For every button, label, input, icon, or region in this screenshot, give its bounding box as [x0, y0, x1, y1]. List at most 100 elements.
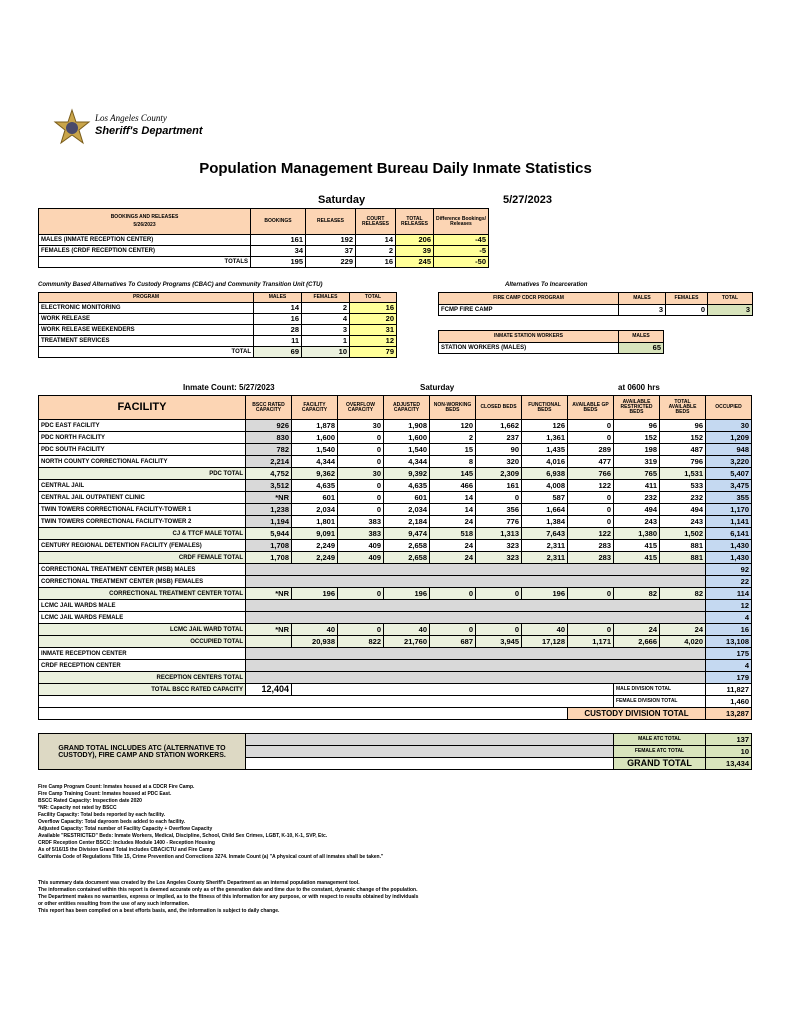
row: CORRECTIONAL TREATMENT CENTER (MSB) MALE… [38, 563, 752, 576]
value-cell: 0 [475, 587, 522, 600]
row: PDC NORTH FACILITY 830 1,600 0 1,600 2 237 1,36… [38, 431, 752, 444]
value-cell: 0 [567, 431, 614, 444]
value-cell: 0 [337, 623, 384, 636]
value-cell: 0 [475, 623, 522, 636]
label-cell: ELECTRONIC MONITORING [38, 302, 254, 314]
header-date: 5/26/2023 [133, 222, 156, 228]
row: TOTAL 69 10 79 [38, 346, 397, 358]
value-cell: 466 [429, 479, 476, 492]
value-cell: 487 [659, 443, 706, 456]
value-cell: 0 [337, 479, 384, 492]
value-cell: 145 [429, 467, 476, 480]
value-cell: 1,238 [245, 503, 292, 516]
value-cell: 30 [337, 419, 384, 432]
value-cell: 415 [613, 551, 660, 564]
badge-logo [53, 108, 91, 145]
header-row: PROGRAM MALES FEMALES TOTAL [38, 292, 397, 303]
value-cell: 0 [429, 623, 476, 636]
occupied-cell: 179 [705, 671, 752, 684]
header-cell: ADJUSTED CAPACITY [383, 395, 430, 420]
value-cell: 0 [567, 623, 614, 636]
value-cell: 881 [659, 551, 706, 564]
value-cell: 30 [337, 467, 384, 480]
facility-name: TWIN TOWERS CORRECTIONAL FACILITY-TOWER … [38, 515, 246, 528]
label-cell: STATION WORKERS (MALES) [438, 342, 619, 354]
facility-name: PDC NORTH FACILITY [38, 431, 246, 444]
value-cell: 4,635 [383, 479, 430, 492]
value-cell: 494 [613, 503, 660, 516]
value-cell: 40 [291, 623, 338, 636]
header-cell: FIRE CAMP CDCR PROGRAM [438, 292, 619, 305]
blank-cell [245, 599, 706, 612]
occupied-cell: 13,108 [705, 635, 752, 648]
value-cell: 232 [613, 491, 660, 504]
value-cell: 195 [250, 256, 306, 268]
row: TOTALS 195 229 16 245 -50 [38, 256, 489, 268]
value-cell: 65 [618, 342, 664, 354]
value-cell: *NR [245, 491, 292, 504]
value-cell: -50 [433, 256, 489, 268]
occupied-cell: 92 [705, 563, 752, 576]
value-cell: 601 [291, 491, 338, 504]
value-cell: 14 [429, 491, 476, 504]
value-cell: 2,034 [291, 503, 338, 516]
value-cell: 323 [475, 551, 522, 564]
value-cell: 0 [337, 443, 384, 456]
occupied-cell: 3,220 [705, 455, 752, 468]
grand-label: MALE ATC TOTAL [613, 733, 706, 746]
value-cell: 122 [567, 527, 614, 540]
row: PDC TOTAL 4,752 9,362 30 9,392 145 2,309 6,938 7… [38, 467, 752, 480]
label-cell: TOTALS [38, 256, 251, 268]
blank-cell [38, 695, 614, 708]
value-cell: 0 [567, 491, 614, 504]
text-line: This summary data document was created b… [38, 880, 360, 886]
value-cell: 289 [567, 443, 614, 456]
occupied-cell: 1,141 [705, 515, 752, 528]
facility-name: CENTRAL JAIL OUTPATIENT CLINIC [38, 491, 246, 504]
row: FCMP FIRE CAMP 3 0 3 [438, 304, 753, 316]
alternatives-title: Alternatives To Incarceration [505, 282, 588, 288]
blank-cell [245, 757, 614, 770]
row: CRDF RECEPTION CENTER 4 [38, 659, 752, 672]
header-cell: FACILITY [38, 395, 246, 420]
label-cell: TREATMENT SERVICES [38, 335, 254, 347]
value-cell: 0 [429, 587, 476, 600]
header-cell: TOTAL AVAILABLE BEDS [659, 395, 706, 420]
facility-name: TWIN TOWERS CORRECTIONAL FACILITY-TOWER … [38, 503, 246, 516]
value-cell: 1,384 [521, 515, 568, 528]
row: TWIN TOWERS CORRECTIONAL FACILITY-TOWER … [38, 503, 752, 516]
row: INMATE RECEPTION CENTER 175 [38, 647, 752, 660]
value-cell: 1,540 [383, 443, 430, 456]
value-cell: 796 [659, 455, 706, 468]
occupied-cell: 355 [705, 491, 752, 504]
value-cell: 7,643 [521, 527, 568, 540]
value-cell: 776 [475, 515, 522, 528]
blank-cell [245, 659, 706, 672]
value-cell: 0 [475, 491, 522, 504]
value-cell: 9,474 [383, 527, 430, 540]
value-cell: 40 [383, 623, 430, 636]
value-cell: 1,540 [291, 443, 338, 456]
value-cell: 2,309 [475, 467, 522, 480]
value-cell: 409 [337, 539, 384, 552]
header-cell: FEMALES [665, 292, 708, 305]
value-cell: 15 [429, 443, 476, 456]
value-cell: 196 [383, 587, 430, 600]
value-cell: 2,311 [521, 539, 568, 552]
occupied-cell: 30 [705, 419, 752, 432]
value-cell: 1,801 [291, 515, 338, 528]
value-cell: 9,392 [383, 467, 430, 480]
value-cell: 24 [429, 539, 476, 552]
value-cell: 2,214 [245, 455, 292, 468]
value-cell: 4 [301, 313, 350, 325]
row: PDC EAST FACILITY 926 1,878 30 1,908 120 1,662… [38, 419, 752, 432]
value-cell: 152 [659, 431, 706, 444]
header-cell: BOOKINGS AND RELEASES 5/26/2023 [38, 208, 251, 235]
value-cell: 1,380 [613, 527, 660, 540]
occupied-cell: 114 [705, 587, 752, 600]
header-cell: MALES [253, 292, 302, 303]
value-cell: 4,016 [521, 455, 568, 468]
occupied-cell: 16 [705, 623, 752, 636]
value-cell: 232 [659, 491, 706, 504]
value-cell: 69 [253, 346, 302, 358]
